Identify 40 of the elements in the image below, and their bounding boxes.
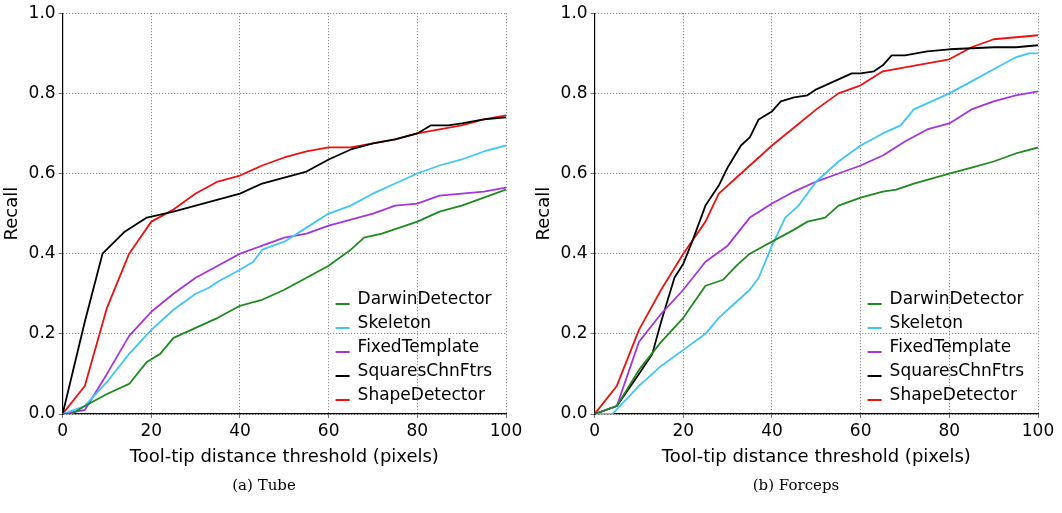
y-axis-title: Recall <box>532 186 554 241</box>
legend-label: SquaresChnFtrs <box>889 360 1025 381</box>
y-tick-label: 0.0 <box>28 402 56 423</box>
x-tick-label: 20 <box>140 419 163 440</box>
y-tick-label: 0.4 <box>560 242 588 263</box>
text: (a) Tube <box>231 476 297 494</box>
y-tick-label: 1.0 <box>28 1 56 22</box>
legend-label: DarwinDetector <box>357 288 492 309</box>
y-tick-label: 0.6 <box>560 161 588 182</box>
y-tick-label: 0.0 <box>560 402 588 423</box>
x-tick-label: 80 <box>406 419 429 440</box>
legend-label: Skeleton <box>357 312 432 333</box>
x-tick-label: 80 <box>938 419 961 440</box>
y-tick-label: 0.8 <box>560 81 588 102</box>
x-tick-label: 40 <box>761 419 783 440</box>
x-tick-label: 60 <box>317 419 340 440</box>
x-tick-label: 0 <box>57 419 69 440</box>
x-tick-label: 100 <box>489 419 523 440</box>
y-axis-title: Recall <box>0 186 22 241</box>
text: (b) Forceps <box>751 476 841 494</box>
legend-label: DarwinDetector <box>889 288 1024 309</box>
x-axis-title: Tool-tip distance threshold (pixels) <box>128 444 439 466</box>
y-tick-label: 1.0 <box>560 1 588 22</box>
legend-label: Skeleton <box>889 312 964 333</box>
x-tick-label: 20 <box>672 419 695 440</box>
x-tick-label: 0 <box>589 419 601 440</box>
y-tick-label: 0.6 <box>28 161 56 182</box>
legend-label: ShapeDetector <box>357 384 485 405</box>
legend-label: SquaresChnFtrs <box>357 360 493 381</box>
legend-label: FixedTemplate <box>889 336 1012 357</box>
y-tick-label: 0.4 <box>28 242 56 263</box>
x-axis-title: Tool-tip distance threshold (pixels) <box>660 444 971 466</box>
legend-label: FixedTemplate <box>357 336 480 357</box>
y-tick-label: 0.2 <box>28 322 56 343</box>
y-tick-label: 0.8 <box>28 81 56 102</box>
legend-label: ShapeDetector <box>889 384 1017 405</box>
x-tick-label: 100 <box>1021 419 1055 440</box>
y-tick-label: 0.2 <box>560 322 588 343</box>
x-tick-label: 60 <box>849 419 872 440</box>
x-tick-label: 40 <box>229 419 251 440</box>
